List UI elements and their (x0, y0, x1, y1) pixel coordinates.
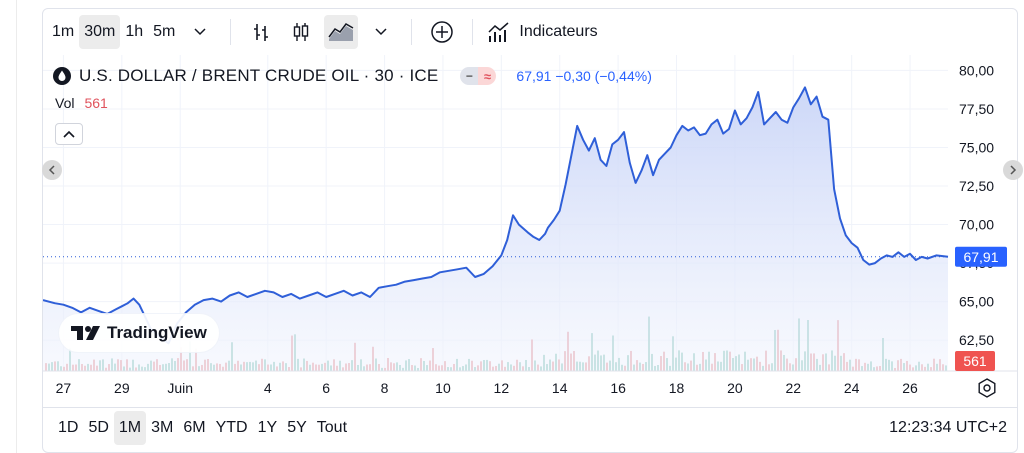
toolbar-divider (472, 19, 474, 45)
range-3m[interactable]: 3M (151, 418, 174, 436)
chevron-right-icon (1010, 165, 1017, 175)
y-tick-label: 62,50 (959, 332, 994, 348)
top-toolbar: 1m 30m 1h 5m Indicateurs (43, 9, 1017, 55)
price-line (43, 86, 949, 345)
last-price-tag (955, 246, 1007, 267)
range-5d[interactable]: 5D (88, 418, 109, 436)
x-tick-label: 6 (322, 380, 330, 396)
volume-label: Vol (55, 95, 75, 111)
x-tick-label: 27 (56, 380, 72, 396)
toolbar-divider (230, 19, 232, 45)
range-1d[interactable]: 1D (58, 418, 79, 436)
y-tick-label: 80,00 (959, 62, 994, 78)
indicators-button[interactable]: Indicateurs (483, 21, 598, 43)
compare-add-icon[interactable] (425, 15, 459, 49)
price-chart[interactable]: 80,0077,5075,0072,5070,0067,5065,0062,50… (43, 9, 1018, 407)
x-tick-label: 22 (785, 380, 801, 396)
x-tick-label: 20 (727, 380, 743, 396)
toolbar-divider (411, 19, 413, 45)
price-area-fill (43, 87, 948, 372)
y-tick-label: 65,00 (959, 294, 994, 310)
page-left-rule (16, 0, 17, 453)
symbol-legend: U.S. DOLLAR / BRENT CRUDE OIL · 30 · ICE… (53, 65, 652, 87)
scroll-right-button[interactable] (1003, 160, 1023, 180)
x-tick-label: 12 (494, 380, 510, 396)
minus-icon: − (460, 67, 479, 85)
tradingview-logo-icon (71, 326, 100, 340)
last-price-tag-label: 67,91 (963, 249, 998, 265)
chart-type-dropdown-icon[interactable] (364, 15, 398, 49)
x-tick-label: 10 (435, 380, 451, 396)
chart-settings-icon[interactable] (976, 377, 998, 399)
range-6m[interactable]: 6M (183, 418, 206, 436)
range-all[interactable]: Tout (316, 418, 348, 436)
chevron-up-icon (63, 130, 75, 138)
x-tick-label: 29 (114, 380, 130, 396)
quote-change: 67,91 −0,30 (−0,44%) (516, 68, 652, 84)
symbol-title: U.S. DOLLAR / BRENT CRUDE OIL · 30 · ICE (79, 66, 439, 85)
interval-dropdown-icon[interactable] (183, 15, 217, 49)
tradingview-logo[interactable]: TradingView (59, 314, 219, 352)
x-tick-label: 24 (844, 380, 860, 396)
volume-legend: Vol 561 (55, 95, 108, 111)
bars-chart-type-icon[interactable] (244, 15, 278, 49)
interval-1m[interactable]: 1m (52, 23, 75, 40)
scroll-left-button[interactable] (42, 160, 62, 180)
x-tick-label: 26 (902, 380, 918, 396)
market-status-pill[interactable]: − ≈ (460, 67, 497, 85)
range-1y[interactable]: 1Y (257, 418, 278, 436)
session-clock: 12:23:34 UTC+2 (889, 419, 1007, 436)
oil-drop-icon (53, 67, 71, 85)
y-tick-label: 77,50 (959, 101, 994, 117)
range-ytd[interactable]: YTD (215, 418, 248, 436)
last-volume-tag-label: 561 (963, 353, 987, 369)
x-tick-label: 16 (610, 380, 626, 396)
indicators-label: Indicateurs (519, 23, 598, 40)
interval-5m[interactable]: 5m (153, 23, 176, 40)
x-tick-label: 14 (552, 380, 568, 396)
y-tick-label: 70,00 (959, 217, 994, 233)
interval-1h[interactable]: 1h (125, 23, 144, 40)
area-chart-type-icon[interactable] (324, 15, 359, 49)
interval-30m[interactable]: 30m (79, 15, 121, 49)
range-1m[interactable]: 1M (113, 410, 147, 445)
chart-widget: 1m 30m 1h 5m Indicateurs 80,00 77,50 75,0 (42, 8, 1018, 453)
range-bar: 1D 5D 1M 3M 6M YTD 1Y 5Y Tout 12:23:34 U… (43, 407, 1017, 447)
y-tick-label: 75,00 (959, 139, 994, 155)
chevron-left-icon (48, 165, 55, 175)
volume-value: 561 (84, 95, 108, 111)
x-tick-label: 4 (264, 380, 272, 396)
tradingview-logo-text: TradingView (107, 323, 207, 342)
collapse-legend-button[interactable] (55, 123, 83, 145)
range-5y[interactable]: 5Y (287, 418, 307, 436)
y-tick-label: 72,50 (959, 178, 994, 194)
indicators-icon (488, 22, 509, 42)
last-volume-tag (955, 351, 995, 371)
candles-chart-type-icon[interactable] (284, 15, 318, 49)
approx-icon: ≈ (478, 67, 497, 85)
x-tick-label: 18 (669, 380, 685, 396)
x-tick-label: Juin (167, 380, 193, 396)
x-tick-label: 8 (381, 380, 389, 396)
